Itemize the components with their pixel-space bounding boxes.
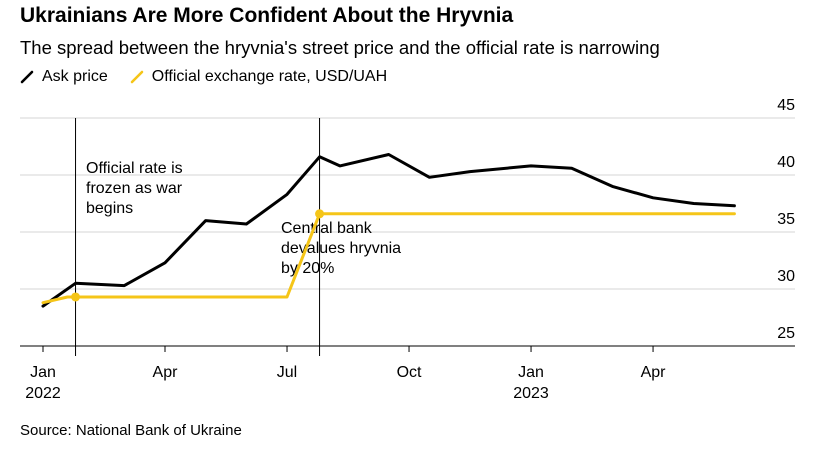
annotation-text-1-line-1: devalues hryvnia — [281, 240, 401, 257]
annotation-text-1-line-2: by 20% — [281, 260, 334, 277]
x-tick-label-3: Oct — [397, 364, 422, 381]
x-tick-sublabel-4: 2023 — [513, 385, 549, 402]
annotation-text-1-line-0: Central bank — [281, 220, 373, 237]
y-tick-label-25: 25 — [777, 325, 795, 342]
x-tick-sublabel-0: 2022 — [25, 385, 61, 402]
x-tick-label-2: Jul — [277, 364, 297, 381]
legend-item-official: Official exchange rate, USD/UAH — [130, 68, 387, 86]
x-tick-label-0: Jan — [30, 364, 56, 381]
legend-label-ask: Ask price — [42, 68, 108, 85]
annotation-text-0-line-0: Official rate is — [86, 160, 183, 177]
legend-label-official: Official exchange rate, USD/UAH — [151, 68, 388, 85]
legend: Ask price Official exchange rate, USD/UA… — [20, 68, 409, 86]
y-tick-label-40: 40 — [777, 154, 795, 171]
official-rate-marker-1 — [315, 209, 325, 219]
y-tick-label-35: 35 — [777, 211, 795, 228]
x-tick-label-5: Apr — [641, 364, 667, 381]
annotation-text-0-line-1: frozen as war — [86, 180, 183, 197]
y-tick-label-45: 45 — [777, 97, 795, 114]
x-tick-label-1: Apr — [153, 364, 179, 381]
chart-subtitle: The spread between the hryvnia's street … — [20, 37, 660, 58]
legend-slash-icon-official — [130, 70, 144, 84]
legend-slash-icon-ask — [20, 70, 34, 84]
x-tick-label-4: Jan — [518, 364, 544, 381]
source-note: Source: National Bank of Ukraine — [20, 422, 242, 439]
y-tick-label-30: 30 — [777, 268, 795, 285]
legend-item-ask: Ask price — [20, 68, 108, 86]
official-rate-marker-0 — [71, 292, 81, 302]
series-line-ask-price — [41, 153, 736, 308]
chart-title: Ukrainians Are More Confident About the … — [20, 4, 514, 27]
annotation-text-0-line-2: begins — [86, 200, 133, 217]
